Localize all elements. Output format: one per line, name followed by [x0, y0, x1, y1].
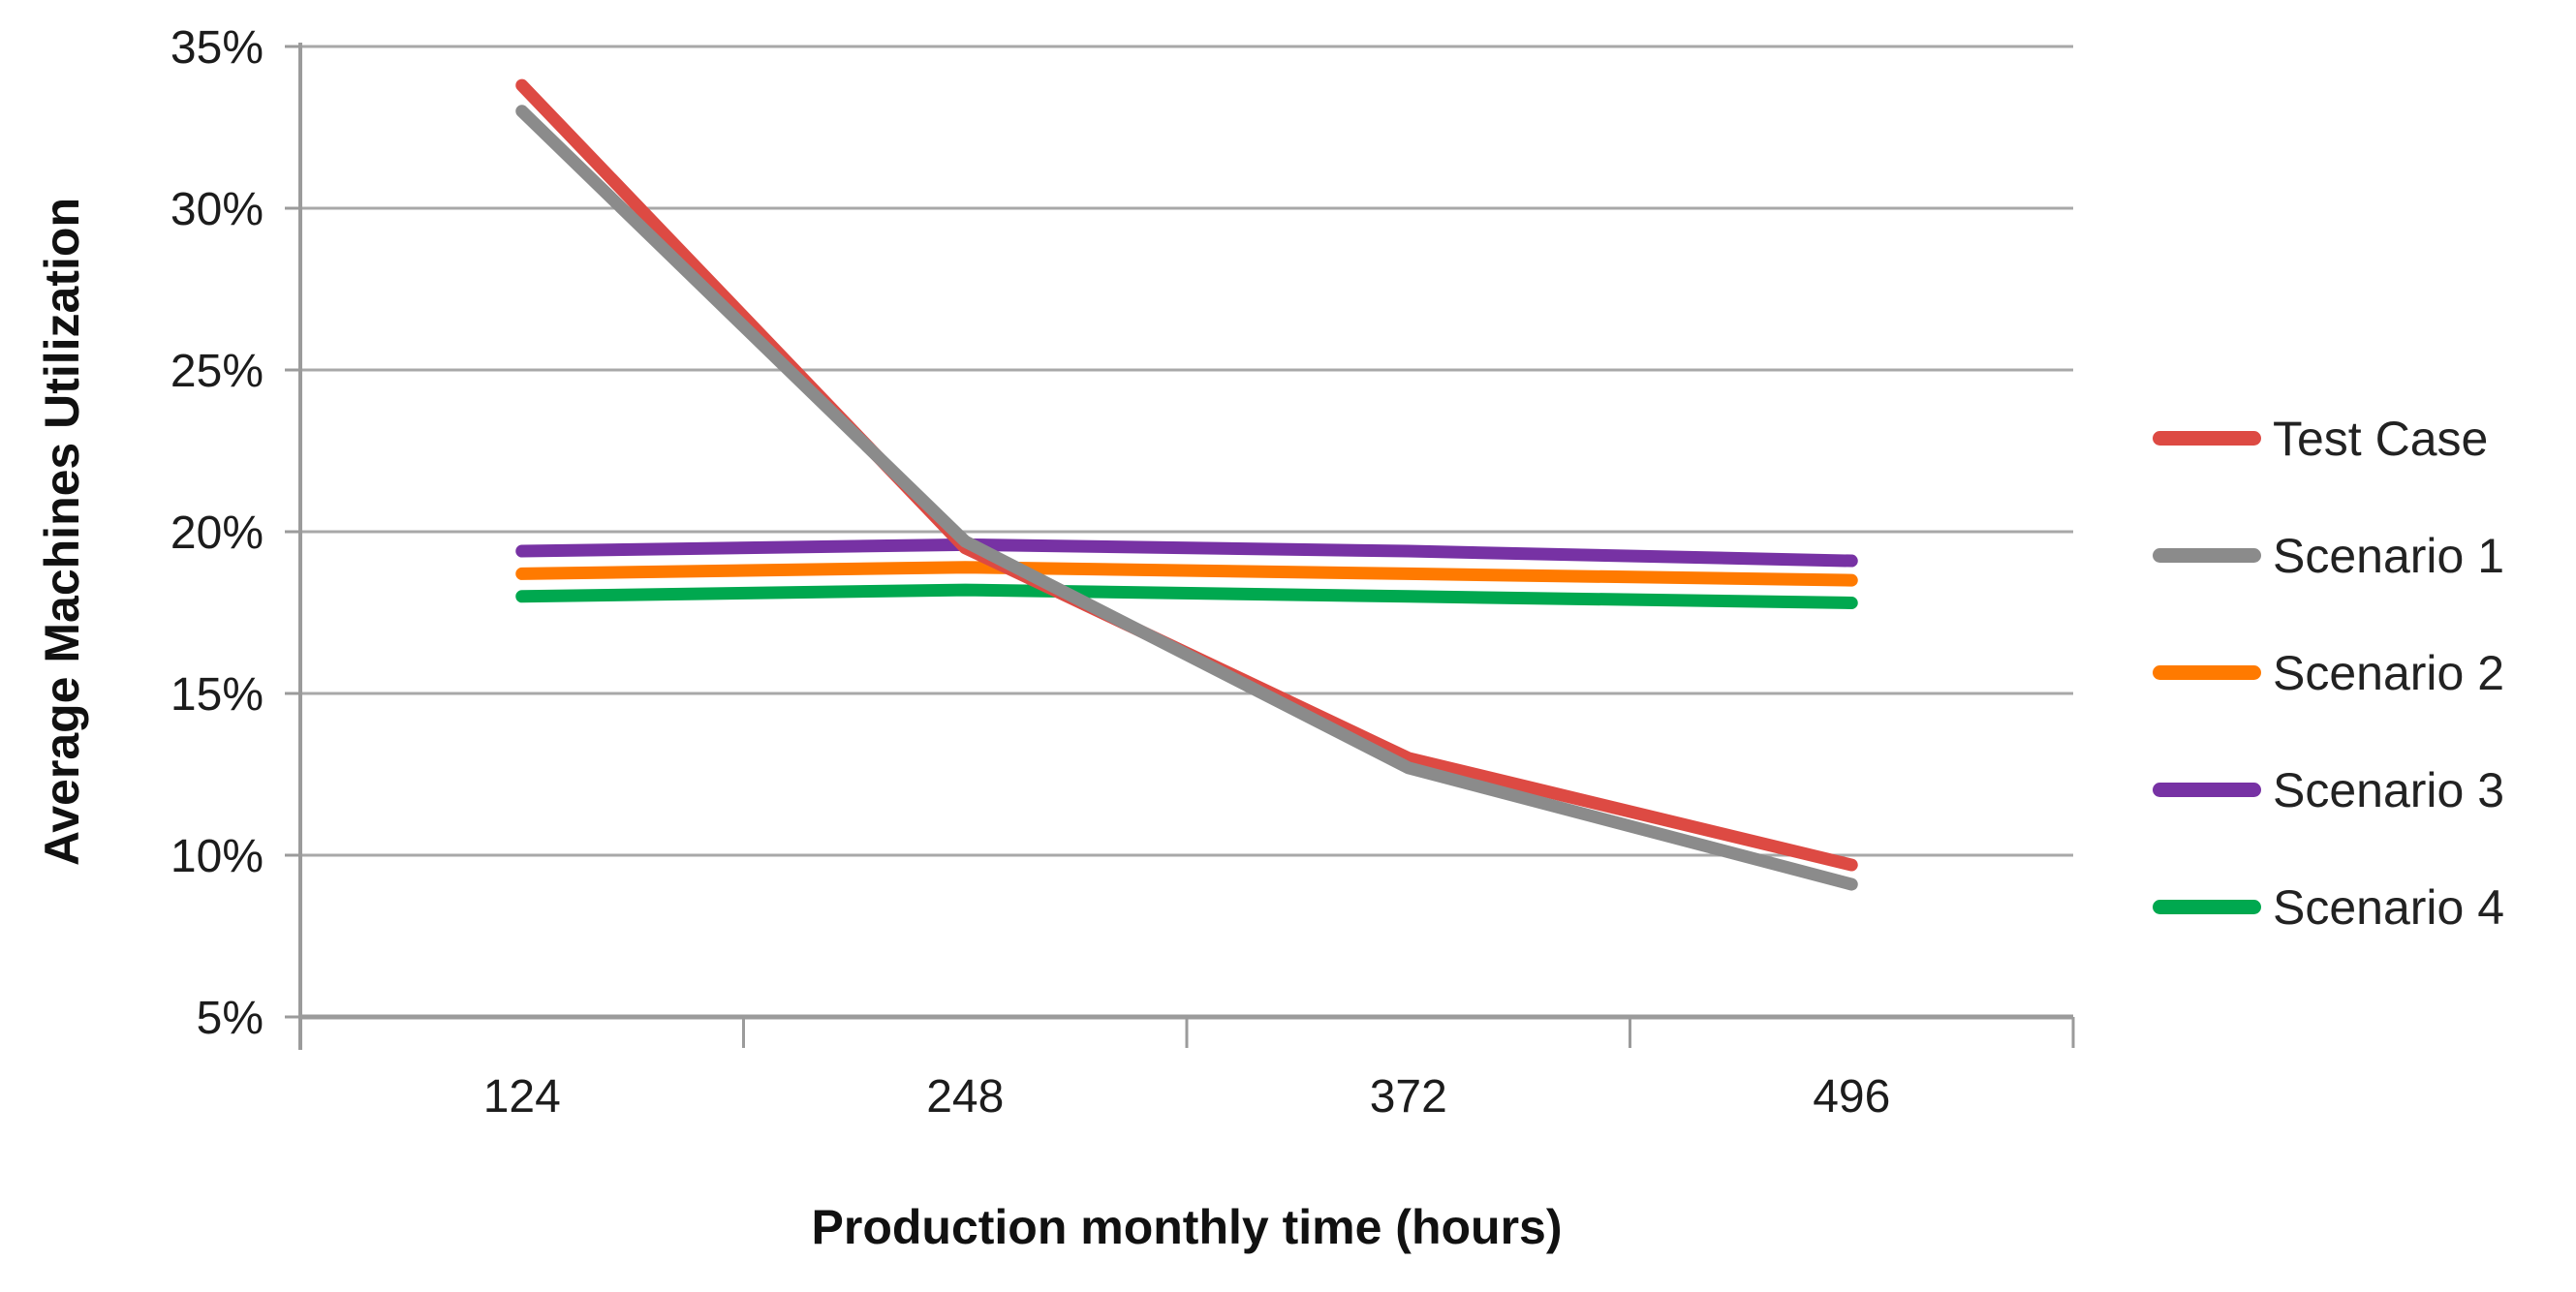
x-axis-title: Production monthly time (hours) [811, 1200, 1563, 1254]
y-tick-label: 30% [171, 184, 264, 235]
legend-swatch-icon [2153, 783, 2261, 797]
y-tick-label: 25% [171, 346, 264, 397]
series-line-test-case [515, 78, 1858, 872]
x-tick-label: 496 [1813, 1071, 1890, 1123]
legend-swatch-icon [2153, 900, 2261, 914]
y-tick-label: 20% [171, 508, 264, 559]
series-line-scenario-2 [515, 561, 1858, 587]
x-tick-label: 372 [1370, 1071, 1447, 1123]
legend-item: Scenario 3 [2153, 731, 2504, 848]
legend-item: Scenario 2 [2153, 614, 2504, 731]
y-tick-label: 35% [171, 22, 264, 74]
legend-label: Test Case [2273, 411, 2489, 466]
legend-label: Scenario 3 [2273, 762, 2505, 817]
legend-label: Scenario 1 [2273, 528, 2505, 583]
legend-label: Scenario 2 [2273, 645, 2505, 700]
y-tick-label: 5% [197, 993, 264, 1044]
legend-swatch-icon [2153, 431, 2261, 446]
x-tick-label: 124 [483, 1071, 561, 1123]
legend-item: Scenario 1 [2153, 497, 2504, 614]
legend-swatch-icon [2153, 665, 2261, 680]
legend-item: Test Case [2153, 380, 2504, 497]
y-axis-title: Average Machines Utilization [35, 198, 89, 866]
y-tick-label: 15% [171, 669, 264, 721]
legend: Test Case Scenario 1 Scenario 2 Scenario 3 S… [2153, 380, 2504, 966]
series-line-scenario-4 [515, 583, 1858, 609]
y-tick-label: 10% [171, 831, 264, 882]
series-line-scenario-3 [515, 538, 1858, 568]
legend-item: Scenario 4 [2153, 848, 2504, 966]
legend-swatch-icon [2153, 548, 2261, 563]
x-tick-label: 248 [926, 1071, 1004, 1123]
legend-label: Scenario 4 [2273, 879, 2505, 935]
series-line-scenario-1 [515, 105, 1858, 891]
